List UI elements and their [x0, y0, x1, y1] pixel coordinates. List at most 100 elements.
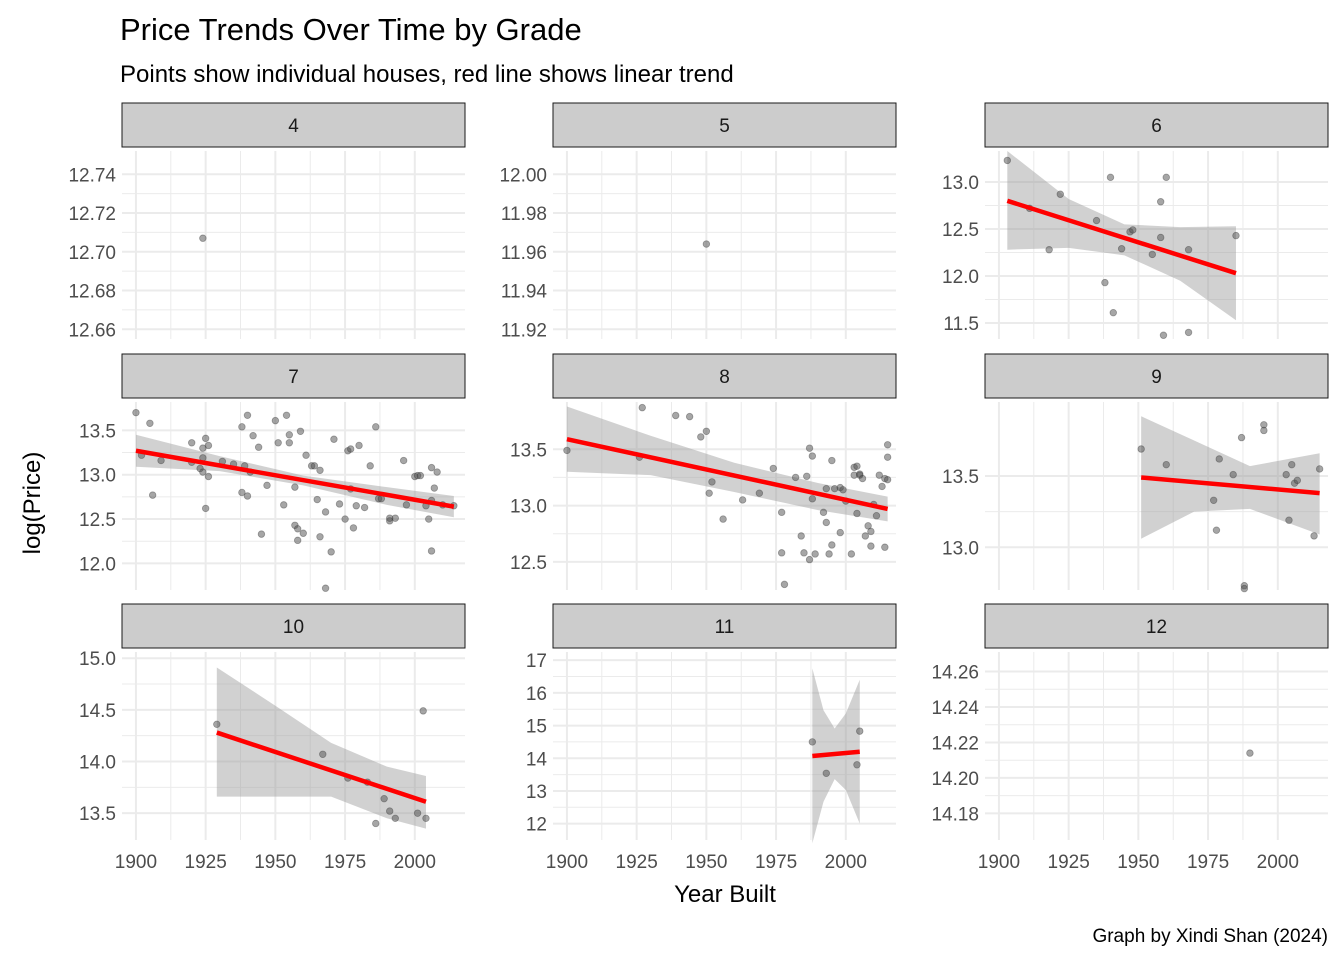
- house-point: [847, 550, 856, 558]
- trend-line: [1006, 198, 1237, 276]
- facet-strip-label: 4: [288, 116, 299, 137]
- y-tick-label: 16: [526, 684, 547, 705]
- y-tick-label: 13.5: [510, 440, 547, 461]
- house-point: [1162, 460, 1170, 469]
- house-point: [243, 492, 252, 500]
- house-point: [1129, 226, 1137, 234]
- house-point: [883, 453, 892, 461]
- house-point: [638, 403, 646, 412]
- house-point: [1117, 245, 1126, 253]
- house-point: [285, 431, 294, 439]
- house-point: [413, 809, 422, 817]
- y-tick-label: 12.00: [499, 165, 547, 186]
- house-point: [313, 495, 321, 504]
- house-point: [249, 431, 257, 440]
- house-point: [349, 524, 358, 532]
- house-point: [341, 515, 349, 523]
- house-point: [399, 456, 408, 465]
- house-point: [822, 484, 830, 493]
- house-point: [1159, 331, 1168, 339]
- house-point: [1240, 584, 1249, 593]
- confidence-band: [566, 406, 888, 522]
- house-point: [1162, 173, 1170, 182]
- house-point: [213, 720, 221, 729]
- confidence-band: [216, 667, 426, 829]
- house-point: [330, 435, 338, 443]
- house-point: [391, 514, 399, 522]
- y-tick-label: 12.66: [68, 320, 116, 341]
- house-point: [427, 463, 436, 472]
- house-point: [719, 515, 727, 523]
- x-tick-label: 2000: [1257, 852, 1299, 873]
- house-point: [1137, 445, 1145, 453]
- facet-strip: [552, 102, 897, 148]
- house-point: [867, 527, 875, 536]
- x-tick-label: 1950: [1117, 852, 1159, 873]
- facet-strip-label: 12: [1146, 617, 1167, 638]
- trend-line: [1140, 475, 1320, 496]
- trend-line: [566, 436, 889, 512]
- house-point: [199, 444, 207, 452]
- house-point: [132, 408, 140, 417]
- house-point: [805, 444, 814, 452]
- house-point: [563, 446, 571, 455]
- house-point: [867, 542, 875, 550]
- house-point: [257, 530, 266, 538]
- house-point: [146, 419, 154, 427]
- x-tick-label: 1975: [324, 852, 366, 873]
- y-tick-label: 13: [526, 782, 547, 803]
- house-point: [430, 484, 439, 492]
- x-tick-label: 2000: [825, 852, 867, 873]
- house-point: [878, 482, 886, 491]
- y-tick-label: 14: [526, 749, 548, 770]
- house-point: [327, 548, 335, 556]
- house-point: [853, 761, 861, 769]
- y-tick-label: 14.0: [79, 752, 116, 773]
- facet-strip: [121, 102, 466, 148]
- y-tick-label: 14.5: [79, 701, 116, 722]
- house-point: [685, 412, 694, 421]
- x-tick-label: 1925: [185, 852, 227, 873]
- house-point: [702, 427, 711, 435]
- chart-title: Price Trends Over Time by Grade: [120, 12, 582, 47]
- house-point: [861, 532, 870, 540]
- x-tick-label: 1925: [616, 852, 658, 873]
- y-tick-label: 12.5: [79, 510, 116, 531]
- y-tick-label: 12.74: [68, 165, 116, 186]
- house-point: [1282, 470, 1290, 479]
- house-point: [791, 473, 800, 482]
- house-point: [310, 462, 319, 470]
- y-tick-label: 11.96: [501, 243, 547, 264]
- house-point: [1285, 516, 1293, 524]
- house-point: [1184, 328, 1193, 337]
- house-point: [422, 814, 430, 823]
- house-point: [1156, 233, 1165, 242]
- house-point: [769, 464, 778, 473]
- house-point: [285, 439, 294, 447]
- house-point: [697, 433, 705, 441]
- house-point: [1310, 532, 1318, 540]
- house-point: [302, 451, 310, 459]
- y-tick-label: 14.22: [931, 733, 979, 754]
- house-point: [402, 501, 411, 509]
- house-point: [293, 536, 302, 545]
- y-tick-label: 12.70: [68, 243, 116, 264]
- house-point: [321, 508, 330, 516]
- house-point: [201, 434, 210, 443]
- house-point: [1209, 496, 1218, 504]
- y-tick-label: 12.72: [68, 204, 116, 225]
- y-tick-label: 12.68: [68, 282, 116, 303]
- house-point: [316, 533, 324, 541]
- house-point: [293, 525, 302, 533]
- house-point: [864, 522, 872, 530]
- house-point: [274, 439, 282, 447]
- house-point: [280, 501, 288, 509]
- y-tick-label: 14.20: [931, 769, 979, 790]
- house-point: [883, 441, 892, 449]
- house-point: [1056, 190, 1064, 198]
- x-tick-label: 1925: [1048, 852, 1090, 873]
- panel-grade-12: 12 14.18 14.20 14.22 14.24 14.26 1900 1925 1950 1…: [931, 603, 1329, 873]
- panel-grade-9: 9 13.0 13.5: [942, 353, 1329, 593]
- facet-strip: [121, 603, 466, 649]
